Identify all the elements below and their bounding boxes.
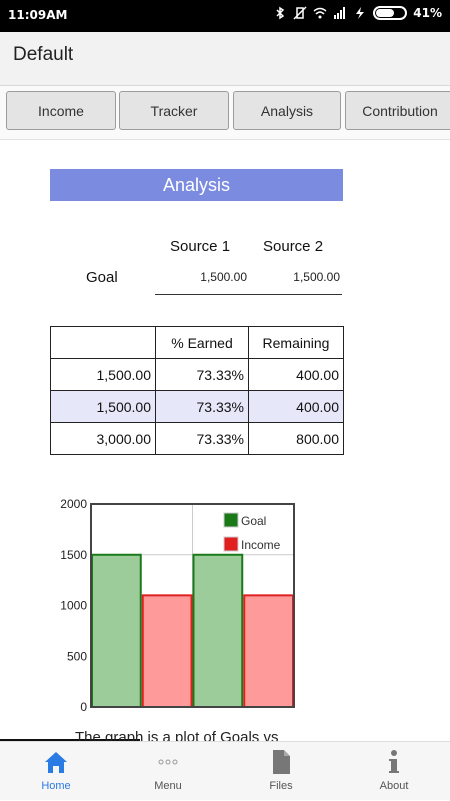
table-cell: 800.00 [248,422,344,455]
tab-tracker[interactable]: Tracker [119,91,229,130]
status-time: 11:09AM [8,8,68,22]
summary-table: % Earned Remaining 1,500.00 73.33% 400.0… [50,326,344,455]
legend-swatch [223,536,239,552]
bottom-nav: Home Menu Files About [0,741,450,800]
y-tick-label: 0 [80,700,87,714]
table-cell: 400.00 [248,358,344,391]
table-cell: 1,500.00 [50,358,156,391]
tab-bar: Income Tracker Analysis Contribution [0,86,450,140]
table-row: 1,500.00 73.33% 400.00 [50,358,344,391]
home-icon [45,752,67,773]
table-cell: 1,500.00 [50,390,156,423]
goal-source-1: 1,500.00 [200,270,247,284]
bar [192,553,244,708]
nav-about-label: About [379,780,409,792]
chart-caption: The graph is a plot of Goals vs [75,729,279,741]
dots-icon [158,759,178,765]
bluetooth-icon [276,6,285,20]
status-icons: 41% [273,6,442,20]
source-2-header: Source 2 [263,238,324,255]
goal-label: Goal [86,269,118,286]
main-content[interactable]: Analysis Source 1 Source 2 Goal 1,500.00… [0,141,450,741]
file-icon [273,750,290,774]
legend-label: Goal [241,514,266,528]
table-row: 1,500.00 73.33% 400.00 [50,390,344,423]
divider [155,294,342,295]
tab-contribution[interactable]: Contribution [345,91,450,130]
source-1-header: Source 1 [170,238,231,255]
caption-rule [0,739,140,741]
nav-files[interactable]: Files [225,742,337,801]
nav-files-label: Files [269,780,293,792]
table-row: 3,000.00 73.33% 800.00 [50,422,344,455]
status-bar: 11:09AM 41% [0,0,450,32]
bar [141,594,193,708]
nav-about[interactable]: About [338,742,450,801]
wifi-icon [313,7,327,19]
signal-icon [334,7,346,19]
table-cell: 73.33% [155,422,249,455]
battery-icon [373,6,408,20]
table-cell: 73.33% [155,390,249,423]
table-header: Remaining [248,326,344,359]
goal-source-2: 1,500.00 [293,270,340,284]
tab-income[interactable]: Income [6,91,116,130]
plot-border [90,503,295,708]
table-cell: 400.00 [248,390,344,423]
info-icon [389,750,399,773]
table-header [50,326,156,359]
y-tick-label: 1000 [60,599,87,613]
table-header: % Earned [155,326,249,359]
analysis-banner: Analysis [50,169,343,201]
nav-home-label: Home [41,780,71,792]
bar-chart: 0 500 1000 1500 2000 Goal Income [60,497,295,714]
legend-label: Income [241,538,281,552]
battery-percent: 41% [413,6,442,20]
page-title: Default [13,44,74,65]
nav-menu-label: Menu [154,780,182,792]
legend-swatch [223,512,239,528]
bar [243,594,294,708]
nav-menu[interactable]: Menu [112,742,224,801]
app-header: Default [0,32,450,86]
table-cell: 3,000.00 [50,422,156,455]
y-tick-label: 1500 [60,548,87,562]
bar [91,553,142,708]
nav-home[interactable]: Home [0,742,112,801]
vibrate-off-icon [293,6,307,20]
y-tick-label: 500 [67,649,87,663]
tab-analysis[interactable]: Analysis [233,91,341,130]
table-header-row: % Earned Remaining [50,326,344,359]
charging-icon [356,7,365,19]
y-tick-label: 2000 [60,497,87,511]
table-cell: 73.33% [155,358,249,391]
